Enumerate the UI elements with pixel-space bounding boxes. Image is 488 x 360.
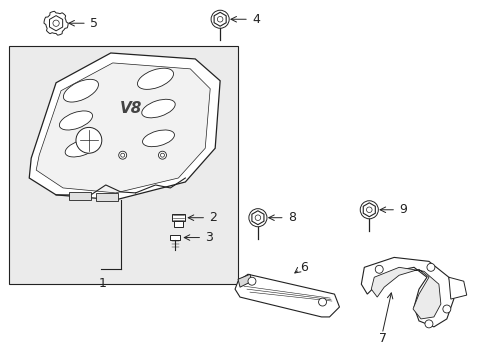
Bar xyxy=(69,192,91,200)
Circle shape xyxy=(366,207,371,212)
Polygon shape xyxy=(44,11,68,35)
Text: 7: 7 xyxy=(379,332,386,345)
Circle shape xyxy=(158,151,166,159)
Bar xyxy=(96,193,118,201)
Circle shape xyxy=(442,305,450,313)
Bar xyxy=(171,214,184,221)
Ellipse shape xyxy=(137,68,173,89)
Ellipse shape xyxy=(63,79,98,102)
Ellipse shape xyxy=(142,130,174,147)
Circle shape xyxy=(318,298,326,306)
Circle shape xyxy=(248,209,266,227)
Polygon shape xyxy=(36,63,210,193)
Circle shape xyxy=(255,215,260,220)
Circle shape xyxy=(211,10,229,28)
Text: 3: 3 xyxy=(205,231,213,244)
Text: 5: 5 xyxy=(90,17,98,30)
Polygon shape xyxy=(361,257,453,327)
Circle shape xyxy=(424,320,432,328)
Bar xyxy=(170,235,180,240)
Polygon shape xyxy=(214,12,226,26)
Circle shape xyxy=(53,20,59,26)
Polygon shape xyxy=(448,277,466,299)
Polygon shape xyxy=(235,274,339,317)
Circle shape xyxy=(160,153,164,157)
Text: 1: 1 xyxy=(99,277,106,290)
Circle shape xyxy=(76,127,102,153)
Polygon shape xyxy=(29,53,220,200)
Bar xyxy=(174,221,182,227)
Polygon shape xyxy=(370,267,440,319)
Circle shape xyxy=(121,153,124,157)
Circle shape xyxy=(247,277,255,285)
Text: 4: 4 xyxy=(251,13,259,26)
Polygon shape xyxy=(49,15,62,31)
Text: 8: 8 xyxy=(287,211,295,224)
Text: 9: 9 xyxy=(398,203,406,216)
Text: 6: 6 xyxy=(299,261,307,274)
Circle shape xyxy=(119,151,126,159)
Polygon shape xyxy=(238,274,251,287)
Circle shape xyxy=(374,265,383,273)
Polygon shape xyxy=(251,211,264,225)
Bar xyxy=(9,46,238,284)
Text: V8: V8 xyxy=(119,101,142,116)
Circle shape xyxy=(217,17,223,22)
Ellipse shape xyxy=(142,99,175,118)
Polygon shape xyxy=(363,203,375,217)
Circle shape xyxy=(360,201,378,219)
Ellipse shape xyxy=(59,111,92,130)
Circle shape xyxy=(426,264,434,271)
Ellipse shape xyxy=(65,140,97,157)
Text: 2: 2 xyxy=(209,211,217,224)
